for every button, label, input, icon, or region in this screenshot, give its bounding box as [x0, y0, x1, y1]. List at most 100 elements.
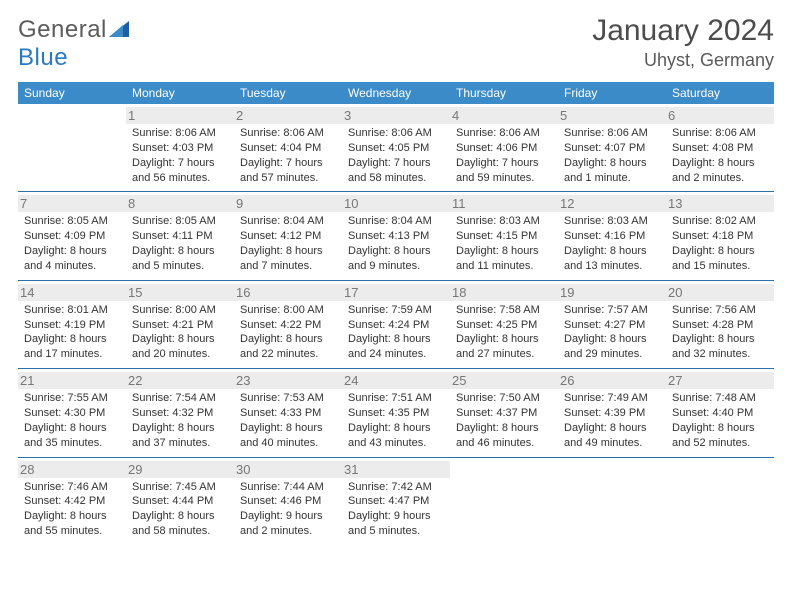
calendar-row: 28 Sunrise: 7:46 AMSunset: 4:42 PMDayligh… — [18, 457, 774, 545]
day-number: 9 — [234, 195, 342, 212]
logo: General Blue — [18, 16, 129, 72]
day-details: Sunrise: 7:53 AMSunset: 4:33 PMDaylight:… — [240, 391, 336, 450]
day-number: 22 — [126, 372, 234, 389]
day-details: Sunrise: 7:59 AMSunset: 4:24 PMDaylight:… — [348, 303, 444, 362]
day-number: 16 — [234, 284, 342, 301]
day-number: 25 — [450, 372, 558, 389]
calendar-cell: 8 Sunrise: 8:05 AMSunset: 4:11 PMDaylight… — [126, 192, 234, 280]
day-number: 6 — [666, 107, 774, 124]
weekday-header: Monday — [126, 82, 234, 104]
day-number: 7 — [18, 195, 126, 212]
day-number: 13 — [666, 195, 774, 212]
day-details: Sunrise: 8:03 AMSunset: 4:16 PMDaylight:… — [564, 214, 660, 273]
calendar-cell: 27 Sunrise: 7:48 AMSunset: 4:40 PMDayligh… — [666, 369, 774, 457]
calendar-cell: 24 Sunrise: 7:51 AMSunset: 4:35 PMDayligh… — [342, 369, 450, 457]
day-details: Sunrise: 8:01 AMSunset: 4:19 PMDaylight:… — [24, 303, 120, 362]
day-details: Sunrise: 8:04 AMSunset: 4:12 PMDaylight:… — [240, 214, 336, 273]
day-number: 26 — [558, 372, 666, 389]
weekday-header: Friday — [558, 82, 666, 104]
page-title: January 2024 — [592, 14, 774, 48]
logo-mark-icon — [109, 16, 129, 43]
calendar-cell: 12 Sunrise: 8:03 AMSunset: 4:16 PMDayligh… — [558, 192, 666, 280]
day-number: 1 — [126, 107, 234, 124]
day-details: Sunrise: 7:49 AMSunset: 4:39 PMDaylight:… — [564, 391, 660, 450]
calendar-cell: 23Sunrise: 7:53 AMSunset: 4:33 PMDayligh… — [234, 369, 342, 457]
calendar-cell: 25Sunrise: 7:50 AMSunset: 4:37 PMDayligh… — [450, 369, 558, 457]
calendar-cell: 3Sunrise: 8:06 AMSunset: 4:05 PMDaylight… — [342, 104, 450, 192]
calendar-cell: 11 Sunrise: 8:03 AMSunset: 4:15 PMDayligh… — [450, 192, 558, 280]
day-details: Sunrise: 8:06 AMSunset: 4:07 PMDaylight:… — [564, 126, 660, 185]
calendar-cell: 9 Sunrise: 8:04 AMSunset: 4:12 PMDaylight… — [234, 192, 342, 280]
calendar-cell: 29Sunrise: 7:45 AMSunset: 4:44 PMDayligh… — [126, 457, 234, 545]
calendar-cell: 26 Sunrise: 7:49 AMSunset: 4:39 PMDayligh… — [558, 369, 666, 457]
calendar-cell: 19Sunrise: 7:57 AMSunset: 4:27 PMDayligh… — [558, 280, 666, 368]
calendar-cell: 2Sunrise: 8:06 AMSunset: 4:04 PMDaylight… — [234, 104, 342, 192]
calendar-cell: 16 Sunrise: 8:00 AMSunset: 4:22 PMDayligh… — [234, 280, 342, 368]
day-number: 8 — [126, 195, 234, 212]
day-number: 11 — [450, 195, 558, 212]
day-number: 20 — [666, 284, 774, 301]
calendar-cell: 20 Sunrise: 7:56 AMSunset: 4:28 PMDayligh… — [666, 280, 774, 368]
day-details: Sunrise: 7:51 AMSunset: 4:35 PMDaylight:… — [348, 391, 444, 450]
calendar-row: 14Sunrise: 8:01 AMSunset: 4:19 PMDayligh… — [18, 280, 774, 368]
header: General Blue January 2024 Uhyst, Germany — [18, 14, 774, 72]
weekday-header: Saturday — [666, 82, 774, 104]
day-number: 28 — [18, 461, 126, 478]
day-details: Sunrise: 8:02 AMSunset: 4:18 PMDaylight:… — [672, 214, 768, 273]
day-details: Sunrise: 7:48 AMSunset: 4:40 PMDaylight:… — [672, 391, 768, 450]
day-number: 10 — [342, 195, 450, 212]
day-details: Sunrise: 7:58 AMSunset: 4:25 PMDaylight:… — [456, 303, 552, 362]
day-details: Sunrise: 8:05 AMSunset: 4:09 PMDaylight:… — [24, 214, 120, 273]
day-details: Sunrise: 7:55 AMSunset: 4:30 PMDaylight:… — [24, 391, 120, 450]
calendar-row: 21 Sunrise: 7:55 AMSunset: 4:30 PMDayligh… — [18, 369, 774, 457]
day-number: 4 — [450, 107, 558, 124]
day-details: Sunrise: 8:03 AMSunset: 4:15 PMDaylight:… — [456, 214, 552, 273]
calendar-cell: 6Sunrise: 8:06 AMSunset: 4:08 PMDaylight… — [666, 104, 774, 192]
calendar-cell: 21 Sunrise: 7:55 AMSunset: 4:30 PMDayligh… — [18, 369, 126, 457]
day-details: Sunrise: 7:54 AMSunset: 4:32 PMDaylight:… — [132, 391, 228, 450]
title-block: January 2024 Uhyst, Germany — [592, 14, 774, 71]
day-number: 15 — [126, 284, 234, 301]
calendar-cell: 22 Sunrise: 7:54 AMSunset: 4:32 PMDayligh… — [126, 369, 234, 457]
day-details: Sunrise: 8:06 AMSunset: 4:03 PMDaylight:… — [132, 126, 228, 185]
calendar-body: 1 Sunrise: 8:06 AMSunset: 4:03 PMDaylight… — [18, 104, 774, 545]
day-number: 12 — [558, 195, 666, 212]
day-number: 5 — [558, 107, 666, 124]
logo-text: General Blue — [18, 16, 129, 72]
calendar-cell — [666, 457, 774, 545]
day-details: Sunrise: 8:00 AMSunset: 4:22 PMDaylight:… — [240, 303, 336, 362]
day-details: Sunrise: 7:44 AMSunset: 4:46 PMDaylight:… — [240, 480, 336, 539]
calendar-cell — [450, 457, 558, 545]
day-details: Sunrise: 8:06 AMSunset: 4:06 PMDaylight:… — [456, 126, 552, 185]
day-number: 3 — [342, 107, 450, 124]
calendar-cell: 17 Sunrise: 7:59 AMSunset: 4:24 PMDayligh… — [342, 280, 450, 368]
day-details: Sunrise: 7:42 AMSunset: 4:47 PMDaylight:… — [348, 480, 444, 539]
calendar-cell — [558, 457, 666, 545]
day-number: 19 — [558, 284, 666, 301]
day-details: Sunrise: 7:56 AMSunset: 4:28 PMDaylight:… — [672, 303, 768, 362]
day-number: 17 — [342, 284, 450, 301]
logo-word1: General — [18, 16, 107, 43]
calendar-cell: 1 Sunrise: 8:06 AMSunset: 4:03 PMDaylight… — [126, 104, 234, 192]
calendar-cell: 15 Sunrise: 8:00 AMSunset: 4:21 PMDayligh… — [126, 280, 234, 368]
day-details: Sunrise: 8:06 AMSunset: 4:04 PMDaylight:… — [240, 126, 336, 185]
weekday-header: Thursday — [450, 82, 558, 104]
day-number: 21 — [18, 372, 126, 389]
weekday-header: Sunday — [18, 82, 126, 104]
calendar-cell: 14Sunrise: 8:01 AMSunset: 4:19 PMDayligh… — [18, 280, 126, 368]
day-number: 24 — [342, 372, 450, 389]
day-number: 18 — [450, 284, 558, 301]
day-number: 27 — [666, 372, 774, 389]
calendar-table: SundayMondayTuesdayWednesdayThursdayFrid… — [18, 82, 774, 545]
calendar-cell: 4 Sunrise: 8:06 AMSunset: 4:06 PMDaylight… — [450, 104, 558, 192]
day-number: 31 — [342, 461, 450, 478]
day-details: Sunrise: 8:04 AMSunset: 4:13 PMDaylight:… — [348, 214, 444, 273]
day-details: Sunrise: 7:46 AMSunset: 4:42 PMDaylight:… — [24, 480, 120, 539]
weekday-header: Tuesday — [234, 82, 342, 104]
calendar-cell: 13 Sunrise: 8:02 AMSunset: 4:18 PMDayligh… — [666, 192, 774, 280]
calendar-cell — [18, 104, 126, 192]
day-details: Sunrise: 8:05 AMSunset: 4:11 PMDaylight:… — [132, 214, 228, 273]
calendar-cell: 30Sunrise: 7:44 AMSunset: 4:46 PMDayligh… — [234, 457, 342, 545]
logo-word2: Blue — [18, 44, 68, 71]
day-details: Sunrise: 8:00 AMSunset: 4:21 PMDaylight:… — [132, 303, 228, 362]
